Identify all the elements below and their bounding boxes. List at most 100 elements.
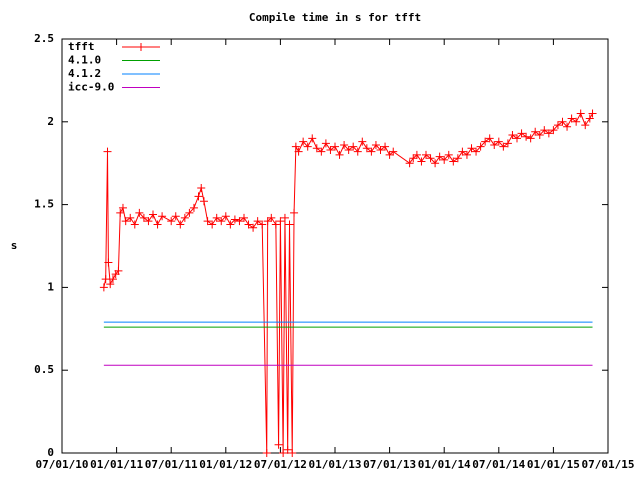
data-point <box>362 144 371 153</box>
data-point <box>449 157 458 166</box>
data-point <box>558 117 567 126</box>
data-point <box>267 213 276 222</box>
data-point <box>544 129 553 138</box>
y-tick-label: 0 <box>47 446 54 459</box>
data-point <box>576 109 585 118</box>
data-point <box>503 139 512 148</box>
data-point <box>262 449 271 457</box>
y-tick-label: 1.5 <box>34 198 54 211</box>
data-point <box>422 150 430 159</box>
x-tick-label: 01/01/14 <box>418 458 471 471</box>
data-point <box>240 213 248 222</box>
data-point <box>508 131 517 140</box>
data-point <box>294 147 303 156</box>
data-point <box>130 220 139 229</box>
series-line <box>103 112 593 454</box>
data-point <box>144 217 153 226</box>
data-point <box>308 134 317 143</box>
x-tick-label: 07/01/14 <box>472 458 525 471</box>
data-point <box>226 220 235 229</box>
data-point <box>321 139 330 148</box>
data-point <box>581 121 590 130</box>
data-point <box>280 213 289 222</box>
data-point <box>349 142 358 151</box>
data-point <box>139 213 148 222</box>
data-point <box>540 126 549 135</box>
data-point <box>103 147 112 156</box>
legend-label: tfft <box>68 40 95 53</box>
data-point <box>271 220 280 229</box>
data-point <box>104 258 113 267</box>
data-point <box>472 147 481 156</box>
data-point <box>335 150 344 159</box>
legend-label: icc-9.0 <box>68 81 114 94</box>
data-point <box>101 275 110 284</box>
data-point <box>426 154 435 163</box>
x-tick-label: 01/01/13 <box>309 458 362 471</box>
x-tick-label: 01/01/11 <box>90 458 143 471</box>
data-point <box>585 114 594 123</box>
data-point <box>535 131 544 140</box>
data-point <box>453 154 462 163</box>
data-point <box>553 121 562 130</box>
data-point <box>171 212 180 221</box>
data-point <box>212 213 221 222</box>
legend-label: 4.1.0 <box>68 54 101 67</box>
y-axis-label: s <box>11 239 18 252</box>
data-point <box>326 145 335 154</box>
data-point <box>263 217 272 226</box>
data-point <box>376 145 385 154</box>
data-point <box>253 217 262 226</box>
data-point <box>385 150 394 159</box>
data-point <box>99 283 108 292</box>
data-point <box>217 217 226 226</box>
data-point <box>283 445 292 454</box>
data-point <box>303 142 312 151</box>
data-point <box>358 137 367 146</box>
legend-marker <box>137 43 145 51</box>
data-point <box>194 192 203 201</box>
data-point <box>203 217 212 226</box>
x-tick-label: 07/01/12 <box>254 458 307 471</box>
y-tick-label: 0.5 <box>34 363 54 376</box>
data-point <box>417 157 426 166</box>
legend-label: 4.1.2 <box>68 67 101 80</box>
data-point <box>176 220 185 229</box>
data-point <box>481 137 490 146</box>
data-point <box>526 134 535 143</box>
data-point <box>440 155 449 164</box>
data-point <box>499 142 508 151</box>
data-point <box>412 150 421 159</box>
x-tick-label: 01/01/15 <box>527 458 580 471</box>
x-tick-label: 07/01/13 <box>363 458 416 471</box>
data-point <box>517 129 526 138</box>
data-point <box>258 220 267 229</box>
data-point <box>288 449 297 457</box>
data-point <box>279 449 288 457</box>
data-point <box>118 203 127 212</box>
data-point <box>353 147 362 156</box>
data-point <box>199 197 208 206</box>
data-point <box>381 142 390 151</box>
data-point <box>572 117 581 126</box>
data-point <box>522 132 531 141</box>
data-point <box>344 145 353 154</box>
data-point <box>106 280 115 289</box>
data-point <box>221 212 230 221</box>
x-tick-label: 07/01/15 <box>582 458 635 471</box>
y-tick-label: 2 <box>47 115 54 128</box>
data-point <box>249 223 258 232</box>
data-point <box>135 208 144 217</box>
data-point <box>444 150 453 159</box>
data-point <box>317 147 326 156</box>
y-tick-label: 2.5 <box>34 32 54 45</box>
data-point <box>244 220 253 229</box>
data-point <box>276 217 285 226</box>
data-point <box>197 184 206 193</box>
data-point <box>291 142 300 151</box>
y-tick-label: 1 <box>47 280 54 293</box>
data-point <box>549 126 558 135</box>
data-point <box>185 208 194 217</box>
data-point <box>462 150 471 159</box>
